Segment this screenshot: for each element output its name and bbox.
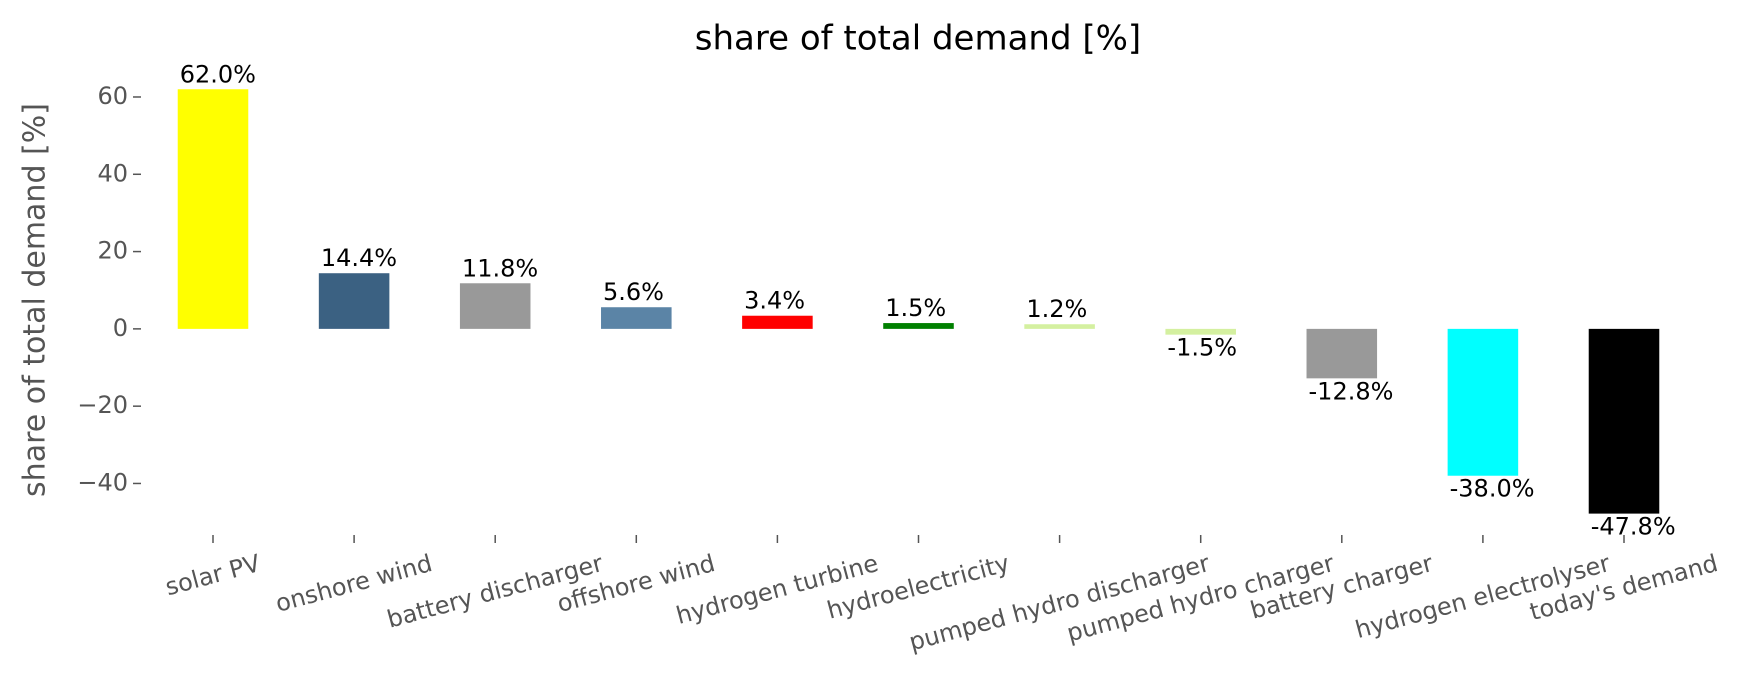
y-axis-label: share of total demand [%] bbox=[18, 103, 53, 497]
y-tick-label: −40 bbox=[77, 468, 128, 496]
value-label: 1.5% bbox=[885, 294, 946, 322]
x-tick-label: solar PV bbox=[162, 549, 263, 601]
value-label: -12.8% bbox=[1309, 377, 1394, 405]
bar bbox=[1165, 328, 1236, 335]
value-label: -38.0% bbox=[1450, 475, 1535, 503]
value-label: 3.4% bbox=[744, 287, 805, 315]
value-label: 1.2% bbox=[1026, 295, 1087, 323]
bar bbox=[1306, 328, 1378, 379]
bar bbox=[883, 323, 954, 329]
bar bbox=[177, 89, 249, 329]
bar bbox=[742, 315, 813, 329]
value-label: 11.8% bbox=[462, 254, 538, 282]
bar bbox=[1024, 324, 1095, 329]
value-label: 5.6% bbox=[603, 278, 664, 306]
value-label: -1.5% bbox=[1167, 334, 1237, 362]
y-tick-label: −20 bbox=[77, 391, 128, 419]
bar bbox=[1588, 328, 1660, 514]
chart-title: share of total demand [%] bbox=[695, 19, 1141, 59]
bar bbox=[318, 273, 390, 329]
bar bbox=[601, 307, 672, 329]
bar bbox=[459, 283, 531, 329]
value-label: -47.8% bbox=[1591, 513, 1676, 541]
bar bbox=[1447, 328, 1519, 476]
value-label: 62.0% bbox=[180, 60, 256, 88]
y-tick-label: 60 bbox=[97, 82, 128, 110]
y-tick-label: 0 bbox=[113, 314, 128, 342]
y-tick-label: 20 bbox=[97, 237, 128, 265]
y-tick-label: 40 bbox=[97, 159, 128, 187]
value-label: 14.4% bbox=[321, 244, 397, 272]
